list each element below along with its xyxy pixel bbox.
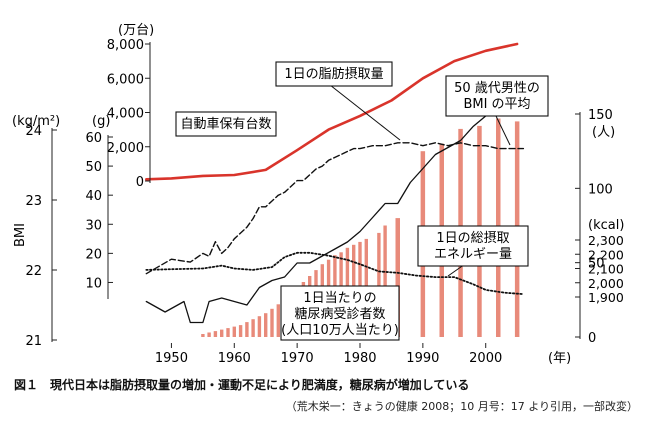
bmi-tick-label: 21: [25, 334, 42, 349]
diabetes-tick-label: 50: [588, 257, 605, 272]
fat-tick-label: 20: [85, 247, 102, 262]
cars-tick-label: 0: [136, 175, 144, 190]
cars-tick-label: 6,000: [107, 72, 144, 87]
chart-svg: 1950 1960 1970 1980 1990 2000 (年) 21 22 23 24 10 20 3…: [12, 23, 624, 366]
bmi-tick-label: 24: [25, 124, 42, 139]
diabetes-unit-label: (人): [592, 125, 615, 140]
diabetes-bar-1959: [226, 328, 230, 337]
axes: 1950 1960 1970 1980 1990 2000 (年) 21 22 23 24 10 20 3…: [12, 23, 624, 366]
diabetes-bar-1986: [395, 218, 400, 337]
bmi-annotation-box: [445, 75, 549, 117]
bmi-annotation-text: 50 歳代男性の: [454, 81, 540, 96]
energy-tick-label: 2,300: [588, 233, 624, 248]
fat-unit-label: (g): [92, 114, 110, 129]
energy-tick-label: 1,900: [588, 290, 624, 305]
cars-tick-label: 4,000: [107, 107, 144, 122]
diabetes-bar-1965: [264, 313, 268, 337]
bmi-unit-label: (kg/m²): [12, 114, 60, 129]
cars-unit-label: (万台): [118, 23, 154, 38]
series-lines: [145, 42, 525, 324]
cars-annotation-text: 自動車保有台数: [180, 117, 271, 132]
diabetes-annotation-text: (人口10万人当たり): [281, 323, 399, 338]
diabetes-bar-1960: [232, 326, 236, 337]
diabetes-bar-1956: [207, 332, 211, 337]
diabetes-bar-1957: [213, 331, 218, 337]
diabetes-annotation-text: 1日当たりの: [303, 291, 376, 306]
bmi-annotation-text: BMI の平均: [463, 97, 530, 112]
fat-tick-label: 30: [85, 218, 102, 233]
energy-tick-label: 2,000: [588, 276, 624, 291]
x-tick-label: 1980: [343, 351, 376, 366]
fat-tick-label: 10: [85, 276, 102, 291]
diabetes-bar-1961: [238, 325, 243, 337]
fat-leader: [329, 84, 401, 141]
bmi-axis-title: BMI: [13, 223, 28, 247]
fat-intake-line: [145, 142, 525, 275]
energy-annotation-text: エネルギー量: [434, 247, 512, 262]
x-tick-label: 1990: [406, 351, 439, 366]
x-tick-label: 2000: [469, 351, 502, 366]
diabetes-bar-1983: [377, 232, 381, 337]
x-tick-label: 1950: [155, 351, 188, 366]
cars-tick-label: 8,000: [107, 38, 144, 53]
diabetes-tick-label: 150: [588, 108, 613, 123]
diabetes-bar-1963: [251, 319, 255, 337]
diabetes-annotation-text: 糖尿病受診者数: [294, 306, 385, 322]
x-tick-label: 1970: [281, 351, 314, 366]
fat-annotation-text: 1日の脂肪摂取量: [284, 66, 383, 82]
diabetes-bar-1964: [257, 316, 262, 337]
cars-tick-label: 2,000: [107, 141, 144, 156]
diabetes-bar-1962: [245, 322, 249, 337]
figure-caption: 図１ 現代日本は脂肪摂取量の増加・運動不足により肥満度，糖尿病が増加している: [14, 378, 470, 392]
diabetes-bar-1958: [220, 329, 224, 337]
diabetes-bar-1955: [201, 334, 205, 337]
energy-line: [145, 251, 525, 295]
diabetes-bar-1966: [270, 308, 274, 337]
bmi-tick-label: 22: [25, 264, 42, 279]
fat-annotation-box: [275, 61, 393, 87]
x-axis-label: (年): [548, 351, 571, 366]
cars-annotation-box: [175, 111, 277, 137]
energy-tick-label: 2,200: [588, 247, 624, 262]
bmi-tick-label: 23: [25, 194, 42, 209]
cars-line: [145, 42, 519, 181]
energy-annotation-text: 1日の総摂取: [436, 230, 509, 246]
diabetes-bar-1984: [383, 225, 387, 337]
energy-unit-label: (kcal): [588, 218, 624, 233]
fat-tick-label: 50: [85, 160, 102, 175]
diabetes-bar-1967: [276, 304, 280, 337]
figure-source: （荒木栄一：きょうの健康 2008；10 月号：17 より引用，一部改変）: [285, 400, 638, 413]
diabetes-tick-label: 0: [588, 331, 596, 346]
fat-tick-label: 40: [85, 189, 102, 204]
x-tick-label: 1960: [218, 351, 251, 366]
diabetes-annotation-box: [280, 285, 400, 341]
diabetes-tick-label: 100: [588, 182, 613, 197]
energy-tick-label: 2,100: [588, 262, 624, 277]
bmi-leader: [495, 115, 511, 146]
energy-annotation-box: [417, 225, 529, 267]
bmi-line: [145, 108, 525, 324]
fat-tick-label: 60: [85, 131, 102, 146]
